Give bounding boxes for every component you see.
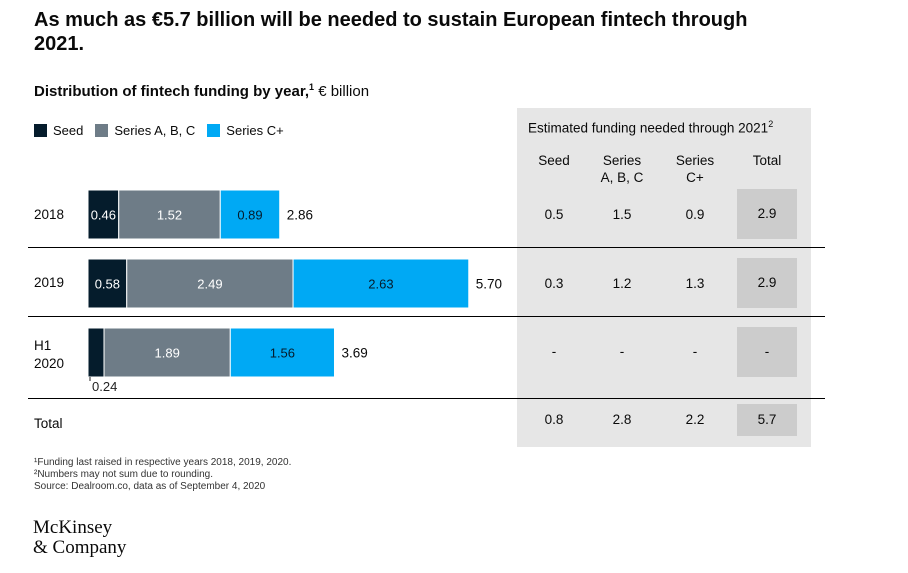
bar-label-2018-series-cplus: 0.89: [237, 208, 262, 223]
legend-swatch-series-cplus: [207, 124, 221, 137]
legend-item-seed: Seed: [34, 123, 83, 138]
footnote-2: ²Numbers may not sum due to rounding.: [34, 469, 213, 480]
bar-h1-2020-seed: [87, 327, 105, 378]
bar-label-2019-series-cplus: 2.63: [368, 277, 393, 292]
legend: Seed Series A, B, C Series C+: [34, 123, 296, 138]
chart-subtitle: Distribution of fintech funding by year,…: [34, 82, 369, 100]
bar-label-2019-seed: 0.58: [95, 277, 120, 292]
bar-label-2019-series-abc: 2.49: [197, 277, 222, 292]
row-label-2019: 2019: [34, 275, 65, 290]
bar-label-h1-2020-series-abc: 1.89: [155, 346, 180, 361]
bar-label-h1-2020-series-cplus: 1.56: [270, 346, 295, 361]
footnotes: ¹Funding last raised in respective years…: [34, 457, 291, 493]
legend-label-seed: Seed: [53, 123, 84, 138]
est-2019-total: 2.9: [737, 258, 797, 308]
est-2019-series-abc: 1.2: [612, 276, 632, 291]
est-total-seed: 0.8: [544, 412, 564, 427]
bar-2018-series-cplus: [219, 189, 281, 240]
est-2018-series-abc: 1.5: [612, 207, 632, 222]
est-total-series-cplus: 2.2: [685, 412, 705, 427]
bar-h1-2020-series-cplus: [229, 327, 335, 378]
footnote-1: ¹Funding last raised in respective years…: [34, 457, 292, 468]
row-divider: [28, 398, 825, 399]
estimates-title-text: Estimated funding needed through 2021: [528, 120, 769, 136]
bar-total-2018: 2.86: [287, 208, 313, 223]
bar-2019-seed: [87, 258, 128, 309]
est-h1-2020-series-abc: -: [619, 344, 625, 359]
estimates-col-series-cplus: Series C+: [675, 153, 715, 185]
bar-total-2019: 5.70: [476, 277, 502, 292]
bar-label-2018-series-abc: 1.52: [157, 208, 182, 223]
row-label-h1-2020: H1 2020: [34, 338, 65, 371]
row-label-2018: 2018: [34, 207, 65, 222]
bar-label-h1-2020-seed: 0.24: [92, 379, 117, 394]
est-h1-2020-total: -: [737, 327, 797, 377]
bar-label-2018-seed: 0.46: [91, 208, 116, 223]
estimates-col-total: Total: [752, 153, 782, 168]
legend-label-series-cplus: Series C+: [226, 123, 284, 138]
logo-line-1: McKinsey: [33, 517, 113, 538]
subtitle-footnote-mark: 1: [309, 82, 315, 92]
row-divider: [28, 247, 825, 248]
est-2019-series-cplus: 1.3: [685, 276, 705, 291]
mckinsey-logo: McKinsey & Company: [33, 518, 126, 558]
est-h1-2020-series-cplus: -: [692, 344, 698, 359]
estimates-title: Estimated funding needed through 20212: [528, 119, 773, 136]
logo-line-2: & Company: [33, 537, 127, 558]
estimates-footnote-mark: 2: [768, 119, 774, 129]
legend-item-series-abc: Series A, B, C: [95, 123, 195, 138]
bar-2019-series-cplus: [292, 258, 470, 309]
row-label-total: Total: [34, 416, 63, 431]
est-h1-2020-seed: -: [551, 344, 557, 359]
row-divider: [28, 316, 825, 317]
subtitle-main: Distribution of fintech funding by year,: [34, 83, 310, 100]
footnote-source: Source: Dealroom.co, data as of Septembe…: [34, 481, 266, 492]
estimates-col-seed: Seed: [538, 153, 570, 168]
bar-2018-series-abc: [118, 189, 221, 240]
estimates-col-series-abc: Series A, B, C: [600, 153, 644, 185]
legend-swatch-series-abc: [95, 124, 109, 137]
est-total-series-abc: 2.8: [612, 412, 632, 427]
bar-total-h1-2020: 3.69: [341, 346, 367, 361]
est-2018-seed: 0.5: [544, 207, 564, 222]
legend-label-series-abc: Series A, B, C: [114, 123, 196, 138]
subtitle-unit: € billion: [318, 83, 370, 100]
est-2019-seed: 0.3: [544, 276, 564, 291]
est-total-total: 5.7: [737, 404, 797, 436]
est-2018-total: 2.9: [737, 189, 797, 239]
legend-swatch-seed: [34, 124, 47, 137]
est-2018-series-cplus: 0.9: [685, 207, 705, 222]
legend-item-series-cplus: Series C+: [207, 123, 284, 138]
chart-title: As much as €5.7 billion will be needed t…: [34, 9, 748, 55]
